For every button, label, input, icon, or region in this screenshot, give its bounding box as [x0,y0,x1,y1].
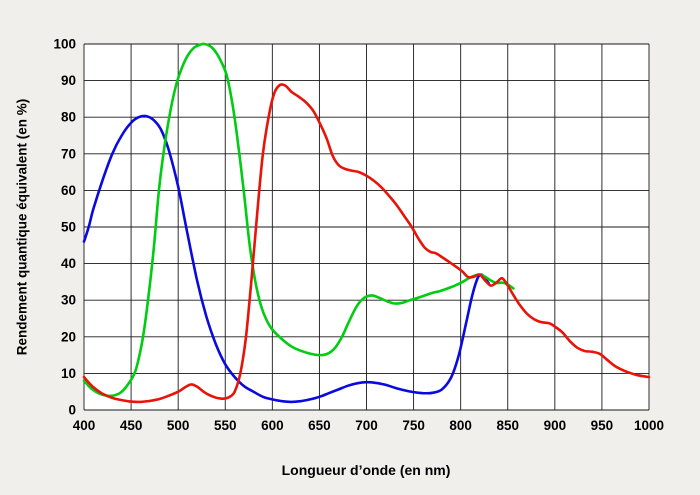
y-tick-label: 90 [61,73,76,88]
y-tick-label: 40 [61,256,76,271]
x-tick-label: 550 [214,418,237,433]
x-tick-label: 700 [355,418,378,433]
series-curve-red-channel [82,83,651,404]
y-axis-title: Rendement quantique équivalent (en %) [14,98,30,356]
series-curve-green-channel [82,42,515,398]
y-tick-label: 70 [61,146,76,161]
x-tick-label: 500 [167,418,190,433]
y-tick-label: 30 [61,293,76,308]
x-tick-label: 850 [496,418,519,433]
x-tick-label: 750 [402,418,425,433]
y-tick-label: 100 [53,37,76,52]
x-tick-label: 950 [591,418,614,433]
y-tick-label: 20 [61,329,76,344]
x-tick-label: 900 [544,418,567,433]
x-axis-title: Longueur d’onde (en nm) [281,462,451,478]
y-tick-label: 10 [61,366,76,381]
x-tick-label: 650 [308,418,331,433]
x-tick-label: 1000 [634,418,664,433]
y-tick-label: 50 [61,220,76,235]
x-tick-label: 600 [261,418,284,433]
y-tick-label: 80 [61,110,76,125]
y-tick-label: 60 [61,183,76,198]
x-tick-label: 400 [73,418,96,433]
series-curve-blue-channel [82,114,491,404]
x-tick-label: 800 [449,418,472,433]
x-tick-label: 450 [120,418,143,433]
y-tick-label: 0 [68,403,76,418]
